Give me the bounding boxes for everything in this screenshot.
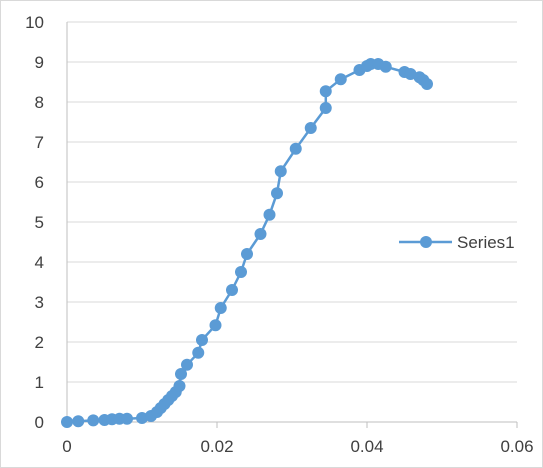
- data-point: [319, 85, 332, 98]
- data-point: [226, 284, 238, 296]
- data-point: [214, 302, 227, 314]
- data-point: [319, 102, 332, 114]
- x-tick-label: 0.06: [500, 437, 533, 456]
- x-tick-label: 0.04: [350, 437, 383, 456]
- data-point: [274, 165, 287, 178]
- data-point: [254, 228, 267, 240]
- y-tick-label: 5: [35, 213, 44, 232]
- y-tick-label: 6: [35, 173, 44, 192]
- y-tick-label: 3: [35, 293, 44, 312]
- data-point: [334, 73, 347, 86]
- data-point: [175, 368, 187, 380]
- data-point: [181, 358, 193, 371]
- axes: 0 1 2 3 4 5 6 7 8 9 10 0 0.02 0.04 0.06: [25, 13, 533, 456]
- data-point: [196, 334, 208, 346]
- y-tick-label: 1: [35, 373, 44, 392]
- data-point: [404, 68, 417, 80]
- legend: Series1: [399, 233, 515, 252]
- y-tick-label: 9: [35, 53, 44, 72]
- series-line: [66, 62, 428, 424]
- legend-label: Series1: [457, 233, 515, 252]
- gridlines: [67, 21, 517, 383]
- data-point: [271, 187, 283, 200]
- data-point: [192, 346, 205, 359]
- y-tick-label: 0: [35, 413, 44, 432]
- x-tick-label: 0: [62, 437, 71, 456]
- y-tick-label: 10: [25, 13, 44, 32]
- data-point: [121, 412, 133, 425]
- y-tick-label: 7: [35, 133, 44, 152]
- data-point: [72, 415, 85, 428]
- data-point: [235, 266, 247, 278]
- data-point: [173, 380, 186, 392]
- legend-marker: [420, 236, 432, 248]
- data-point: [241, 248, 253, 260]
- data-point: [87, 414, 100, 427]
- y-tick-label: 4: [35, 253, 44, 272]
- data-point: [304, 122, 317, 134]
- x-tick-label: 0.02: [200, 437, 233, 456]
- data-point: [209, 319, 222, 332]
- data-point: [379, 60, 392, 73]
- y-tick-label: 2: [35, 333, 44, 352]
- data-point: [263, 208, 276, 221]
- plot-series: [61, 58, 433, 428]
- data-point: [421, 78, 433, 90]
- data-point: [61, 416, 73, 428]
- data-point: [289, 142, 302, 155]
- y-tick-label: 8: [35, 93, 44, 112]
- data-point: [136, 412, 148, 424]
